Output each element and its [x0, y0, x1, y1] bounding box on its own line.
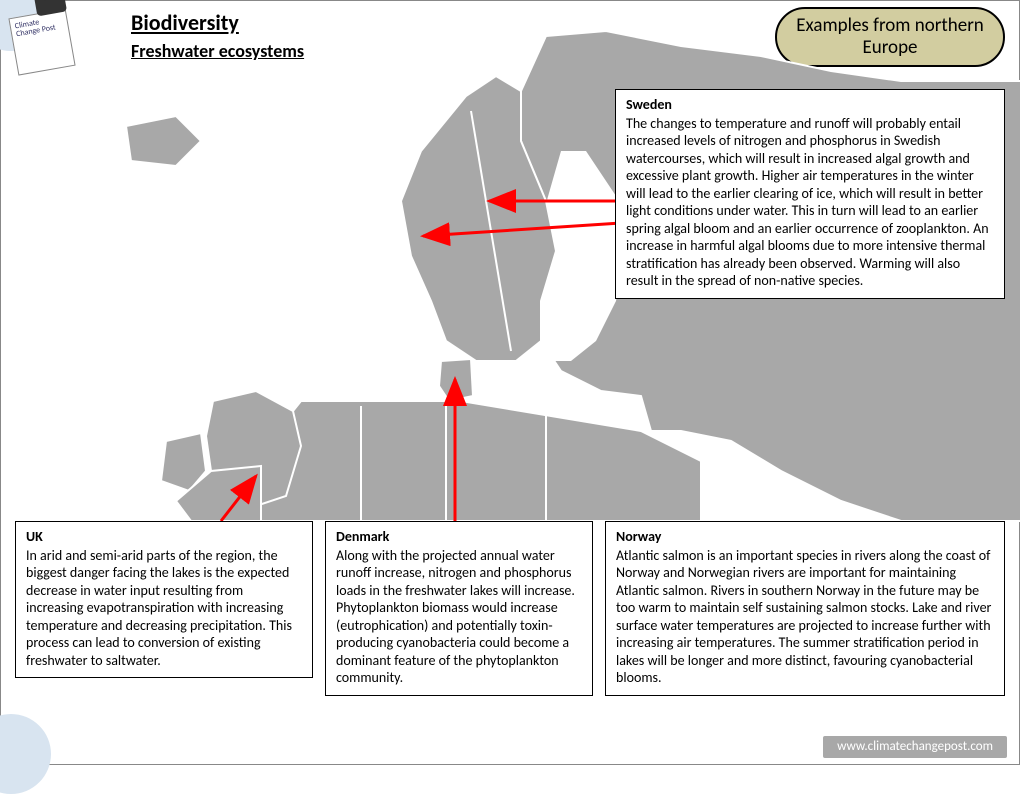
- region-badge-text: Examples from northern Europe: [777, 15, 1003, 59]
- arrow-layer: [221, 201, 621, 521]
- corner-decoration-bl: [0, 714, 51, 794]
- source-footer: www.climatechangepost.com: [823, 736, 1007, 758]
- logo-text: Climate Change Post: [14, 17, 56, 39]
- callout-uk-title: UK: [26, 528, 302, 546]
- callout-norway-body: Atlantic salmon is an important species …: [616, 547, 991, 687]
- page-title: Biodiversity: [131, 9, 304, 36]
- callout-norway-title: Norway: [616, 528, 994, 546]
- page-subtitle: Freshwater ecosystems: [131, 40, 304, 62]
- uk-arrow: [221, 476, 256, 521]
- callout-denmark: Denmark Along with the projected annual …: [325, 521, 593, 696]
- norway-arrow: [423, 223, 621, 236]
- title-block: Biodiversity Freshwater ecosystems: [131, 9, 304, 62]
- callout-sweden-title: Sweden: [626, 96, 994, 114]
- callout-norway: Norway Atlantic salmon is an important s…: [605, 521, 1005, 696]
- callout-sweden-body: The changes to temperature and runoff wi…: [626, 115, 989, 290]
- stamp-icon: [34, 0, 67, 16]
- source-url: www.climatechangepost.com: [837, 739, 993, 754]
- callout-sweden: Sweden The changes to temperature and ru…: [615, 89, 1005, 299]
- logo-stamp: Climate Change Post: [8, 8, 75, 75]
- callout-denmark-body: Along with the projected annual water ru…: [336, 547, 575, 687]
- callout-uk: UK In arid and semi-arid parts of the re…: [15, 521, 313, 678]
- region-badge: Examples from northern Europe: [775, 7, 1005, 67]
- callout-uk-body: In arid and semi-arid parts of the regio…: [26, 547, 292, 669]
- callout-denmark-title: Denmark: [336, 528, 582, 546]
